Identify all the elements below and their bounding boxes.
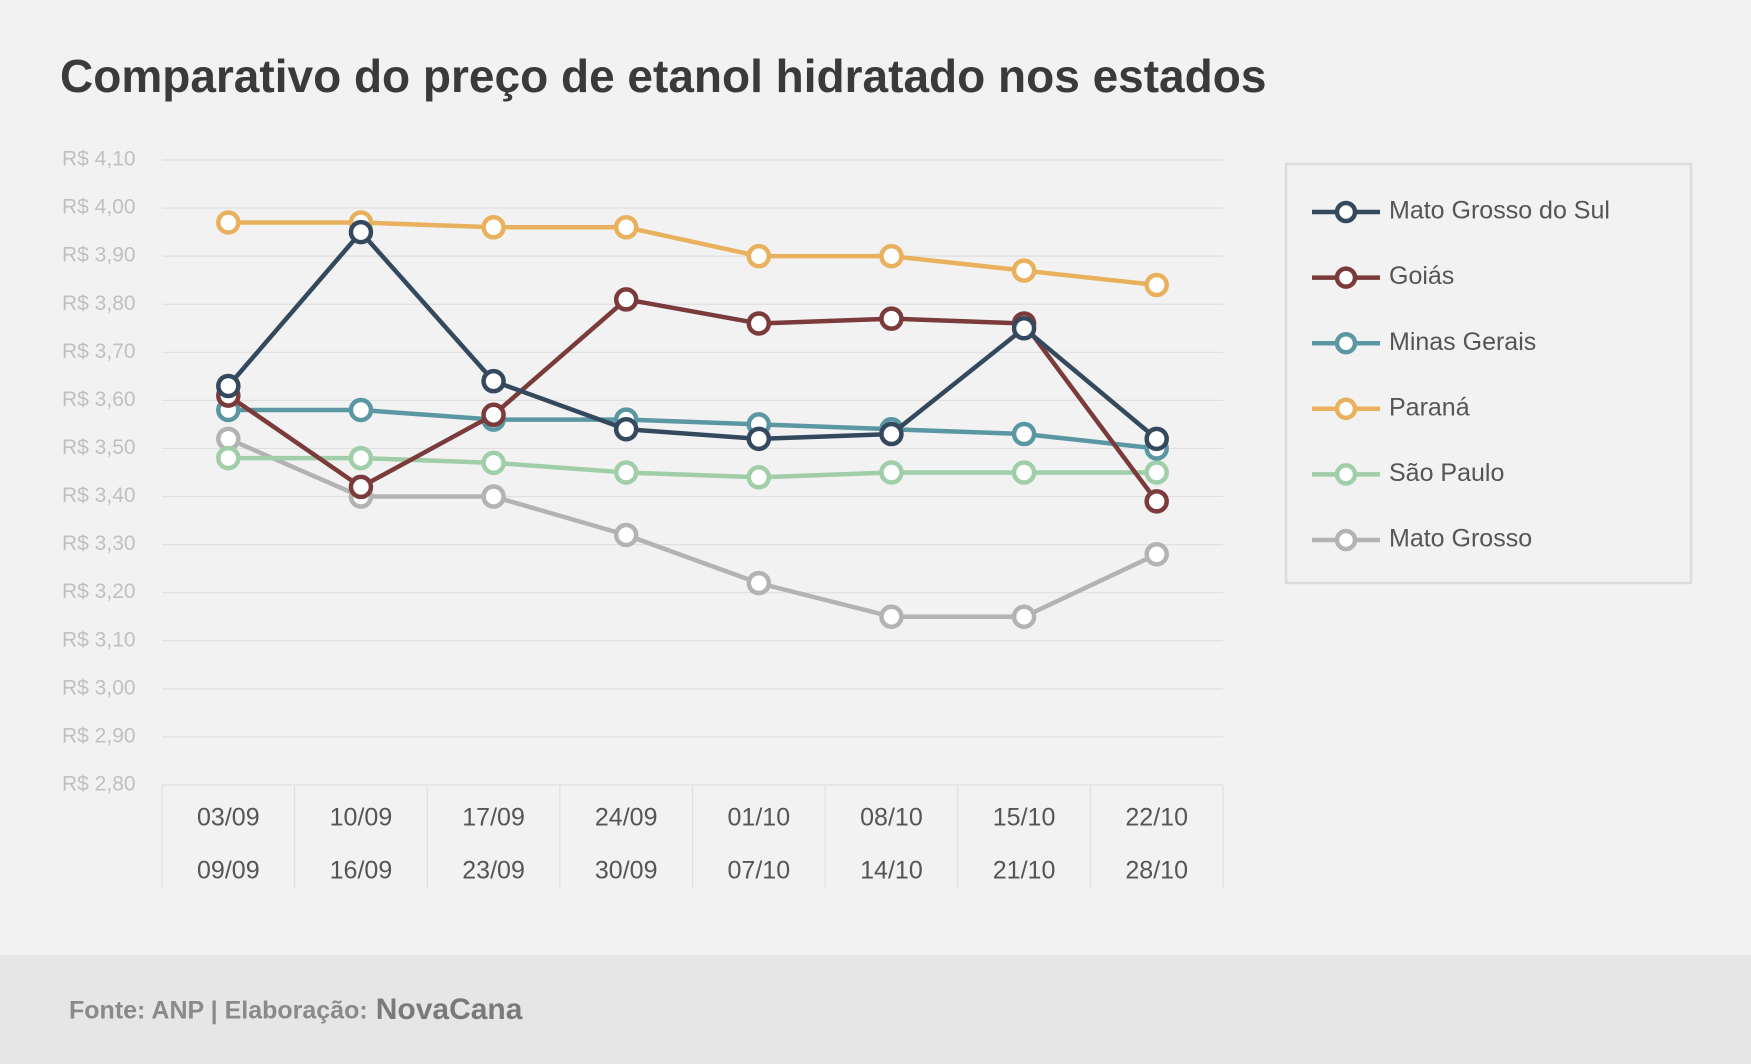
point: [879, 243, 904, 269]
series-line: [227, 297, 1159, 503]
point: [879, 421, 904, 447]
point: [216, 445, 241, 471]
point: [348, 474, 374, 500]
x-tick-label: 09/09: [197, 857, 260, 885]
x-tick-label: 23/09: [462, 857, 525, 885]
legend-label: Mato Grosso: [1389, 525, 1532, 553]
y-tick-label: R$ 3,60: [62, 388, 136, 411]
point: [1144, 460, 1169, 485]
y-tick-label: R$ 3,20: [62, 580, 136, 603]
point: [879, 604, 904, 629]
point: [879, 460, 904, 485]
series-line: [226, 229, 1159, 442]
point: [216, 373, 241, 399]
point: [348, 219, 374, 245]
point: [1144, 489, 1169, 514]
y-tick-label: R$ 3,90: [62, 244, 136, 267]
x-tick-label: 08/10: [860, 804, 923, 832]
series-line: [228, 220, 1157, 288]
point: [1144, 426, 1169, 452]
x-tick-label: 30/09: [595, 857, 658, 885]
point: [348, 445, 374, 471]
legend-marker: [1334, 200, 1358, 224]
x-tick-label: 21/10: [993, 857, 1056, 885]
x-tick-label: 17/09: [462, 804, 525, 832]
y-tick-label: R$ 4,00: [62, 196, 136, 219]
point: [1144, 541, 1169, 567]
y-tick-label: R$ 3,30: [62, 532, 136, 555]
y-tick-label: R$ 3,40: [62, 484, 136, 507]
source: Fonte: ANP | Elaboração:: [69, 997, 368, 1025]
legend-label: Paraná: [1389, 393, 1470, 421]
legend-marker: [1334, 331, 1358, 355]
x-tick-label: 01/10: [728, 804, 791, 832]
point: [1011, 421, 1037, 447]
series-line: [228, 407, 1157, 451]
legend-marker: [1334, 397, 1358, 421]
point: [613, 460, 639, 485]
y-tick-label: R$ 2,80: [62, 773, 136, 796]
legend-label: Goiás: [1389, 262, 1454, 290]
point: [746, 243, 772, 269]
point: [481, 215, 506, 240]
point: [613, 287, 639, 312]
y-tick-label: R$ 4,10: [62, 148, 136, 171]
legend-label: Mato Grosso do Sul: [1389, 197, 1610, 225]
point: [746, 465, 772, 490]
x-tick-label: 07/10: [728, 857, 791, 885]
series-line: [227, 436, 1158, 619]
brand: NovaCana: [376, 993, 523, 1026]
x-tick-label: 28/10: [1125, 857, 1188, 885]
legend-label: São Paulo: [1389, 459, 1504, 487]
point: [216, 210, 241, 235]
x-tick-label: 24/09: [595, 804, 658, 832]
series-line: [228, 455, 1157, 480]
x-tick-label: 16/09: [330, 857, 393, 885]
y-tick-label: R$ 3,00: [62, 676, 136, 699]
legend-marker: [1334, 463, 1358, 486]
x-tick-label: 22/10: [1125, 804, 1188, 832]
y-tick-label: R$ 2,90: [62, 724, 136, 747]
legend-marker: [1334, 528, 1358, 552]
x-tick-label: 14/10: [860, 857, 923, 885]
point: [879, 306, 904, 331]
legend-box: [1284, 162, 1693, 585]
point: [613, 522, 639, 548]
point: [1011, 316, 1037, 341]
point: [1144, 272, 1169, 298]
chart-title: Comparativo do preço de etanol hidratado…: [60, 50, 1266, 102]
legend-marker: [1334, 266, 1358, 289]
point: [481, 484, 506, 509]
point: [746, 426, 772, 452]
y-tick-label: R$ 3,70: [62, 340, 136, 363]
point: [1011, 604, 1037, 629]
point: [613, 215, 639, 240]
point: [481, 402, 506, 428]
point: [348, 397, 374, 423]
x-tick-label: 10/09: [330, 804, 393, 832]
point: [613, 416, 639, 442]
y-tick-label: R$ 3,80: [62, 292, 136, 315]
y-tick-label: R$ 3,10: [62, 628, 136, 651]
footer-band: [0, 955, 1751, 1064]
point: [746, 570, 772, 596]
point: [1011, 460, 1037, 485]
x-tick-label: 15/10: [993, 804, 1056, 832]
legend-label: Minas Gerais: [1389, 328, 1536, 356]
x-tick-label: 03/09: [197, 804, 260, 832]
point: [1011, 258, 1037, 283]
point: [746, 311, 772, 336]
y-tick-label: R$ 3,50: [62, 436, 136, 459]
point: [481, 368, 506, 394]
point: [481, 450, 506, 476]
